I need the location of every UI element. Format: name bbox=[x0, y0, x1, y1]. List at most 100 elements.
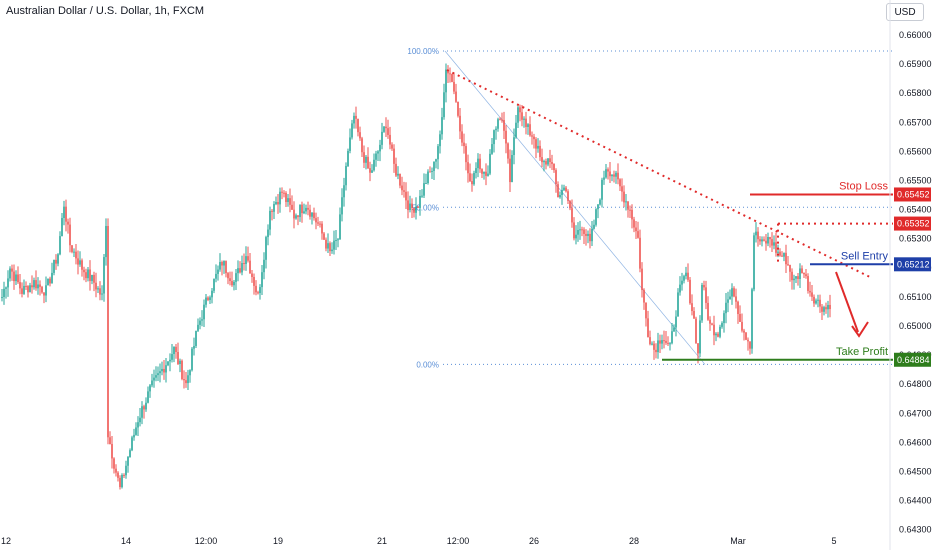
candle-body bbox=[773, 242, 775, 246]
currency-button[interactable]: USD bbox=[886, 3, 924, 21]
candle-body bbox=[341, 197, 343, 215]
price-tag bbox=[894, 257, 931, 272]
candle-body bbox=[385, 126, 387, 129]
candle-body bbox=[609, 171, 611, 177]
candle-body bbox=[151, 380, 153, 386]
candle-body bbox=[351, 123, 353, 138]
candle-body bbox=[427, 171, 429, 184]
candle-body bbox=[395, 163, 397, 176]
candle-body bbox=[235, 273, 237, 282]
candle-body bbox=[477, 158, 479, 169]
candle-body bbox=[629, 209, 631, 211]
candle-body bbox=[517, 107, 519, 123]
candle-body bbox=[79, 260, 81, 265]
candle-body bbox=[643, 289, 645, 303]
candle-body bbox=[315, 218, 317, 223]
candle-body bbox=[221, 261, 223, 266]
chart-title: Australian Dollar / U.S. Dollar, 1h, FXC… bbox=[6, 5, 205, 17]
candle-body bbox=[401, 185, 403, 191]
x-tick-label: 12:00 bbox=[447, 536, 470, 546]
drawings bbox=[446, 69, 893, 361]
candle-body bbox=[397, 173, 399, 176]
candle-body bbox=[487, 173, 489, 176]
candle-body bbox=[319, 223, 321, 225]
candle-body bbox=[499, 119, 501, 121]
candle-body bbox=[263, 259, 265, 273]
candle-body bbox=[821, 306, 823, 312]
candle-body bbox=[681, 280, 683, 285]
candle-body bbox=[651, 343, 653, 345]
candle-body bbox=[653, 343, 655, 350]
candle-body bbox=[663, 340, 665, 342]
candle-body bbox=[379, 144, 381, 152]
price-tags: 0.65452 Stop Loss 0.65352 0.65212 Sell Entry… bbox=[836, 180, 931, 367]
candle-body bbox=[269, 210, 271, 230]
candle-body bbox=[339, 214, 341, 240]
candle-body bbox=[449, 73, 451, 75]
candle-body bbox=[169, 359, 171, 362]
candle-body bbox=[613, 174, 615, 177]
candle-body bbox=[251, 273, 253, 277]
candle-body bbox=[327, 243, 329, 249]
candle-body bbox=[547, 158, 549, 165]
candle-body bbox=[463, 142, 465, 147]
candle-body bbox=[35, 280, 37, 289]
candle-body bbox=[25, 285, 27, 287]
candle-body bbox=[711, 323, 713, 325]
candle-body bbox=[581, 229, 583, 231]
candle-body bbox=[451, 73, 453, 82]
candle-body bbox=[545, 161, 547, 165]
candle-body bbox=[685, 272, 687, 277]
candle-body bbox=[611, 174, 613, 177]
candle-body bbox=[565, 187, 567, 192]
candle-body bbox=[579, 229, 581, 231]
candle-body bbox=[295, 215, 297, 219]
trade-annotation: Take Profit bbox=[836, 346, 888, 358]
candle-body bbox=[763, 239, 765, 241]
candle-body bbox=[753, 235, 755, 290]
candle-body bbox=[3, 288, 5, 298]
candle-body bbox=[503, 120, 505, 131]
candle-body bbox=[795, 276, 797, 279]
candle-body bbox=[725, 302, 727, 314]
candle-body bbox=[819, 299, 821, 307]
price-tag-label: 0.64884 bbox=[897, 355, 930, 365]
candle-body bbox=[43, 292, 45, 296]
candle-body bbox=[355, 115, 357, 119]
candle-body bbox=[83, 269, 85, 273]
candle-body bbox=[291, 204, 293, 210]
y-tick-label: 0.65600 bbox=[899, 146, 932, 156]
x-tick-label: 14 bbox=[121, 536, 131, 546]
candle-body bbox=[289, 198, 291, 205]
candle-body bbox=[95, 282, 97, 290]
candle-body bbox=[467, 162, 469, 174]
candle-body bbox=[125, 465, 127, 476]
y-tick-label: 0.65800 bbox=[899, 88, 932, 98]
candle-body bbox=[769, 237, 771, 240]
y-tick-label: 0.64600 bbox=[899, 437, 932, 447]
candle-body bbox=[103, 257, 105, 294]
candle-body bbox=[659, 340, 661, 344]
candle-body bbox=[197, 324, 199, 331]
candle-body bbox=[507, 143, 509, 159]
y-tick-label: 0.65400 bbox=[899, 205, 932, 215]
candle-body bbox=[701, 284, 703, 321]
candle-body bbox=[731, 288, 733, 297]
price-tag-label: 0.65452 bbox=[897, 189, 930, 199]
candle-body bbox=[441, 117, 443, 135]
candle-body bbox=[111, 444, 113, 459]
candle-body bbox=[673, 327, 675, 332]
candle-body bbox=[143, 406, 145, 410]
candle-body bbox=[417, 206, 419, 208]
candle-body bbox=[267, 229, 269, 238]
candle-body bbox=[489, 153, 491, 174]
candle-body bbox=[93, 274, 95, 283]
candle-body bbox=[159, 371, 161, 374]
candle-body bbox=[561, 189, 563, 196]
candle-body bbox=[321, 223, 323, 234]
candle-body bbox=[413, 207, 415, 213]
candle-body bbox=[641, 268, 643, 290]
candle-body bbox=[361, 138, 363, 153]
candle-body bbox=[59, 236, 61, 255]
